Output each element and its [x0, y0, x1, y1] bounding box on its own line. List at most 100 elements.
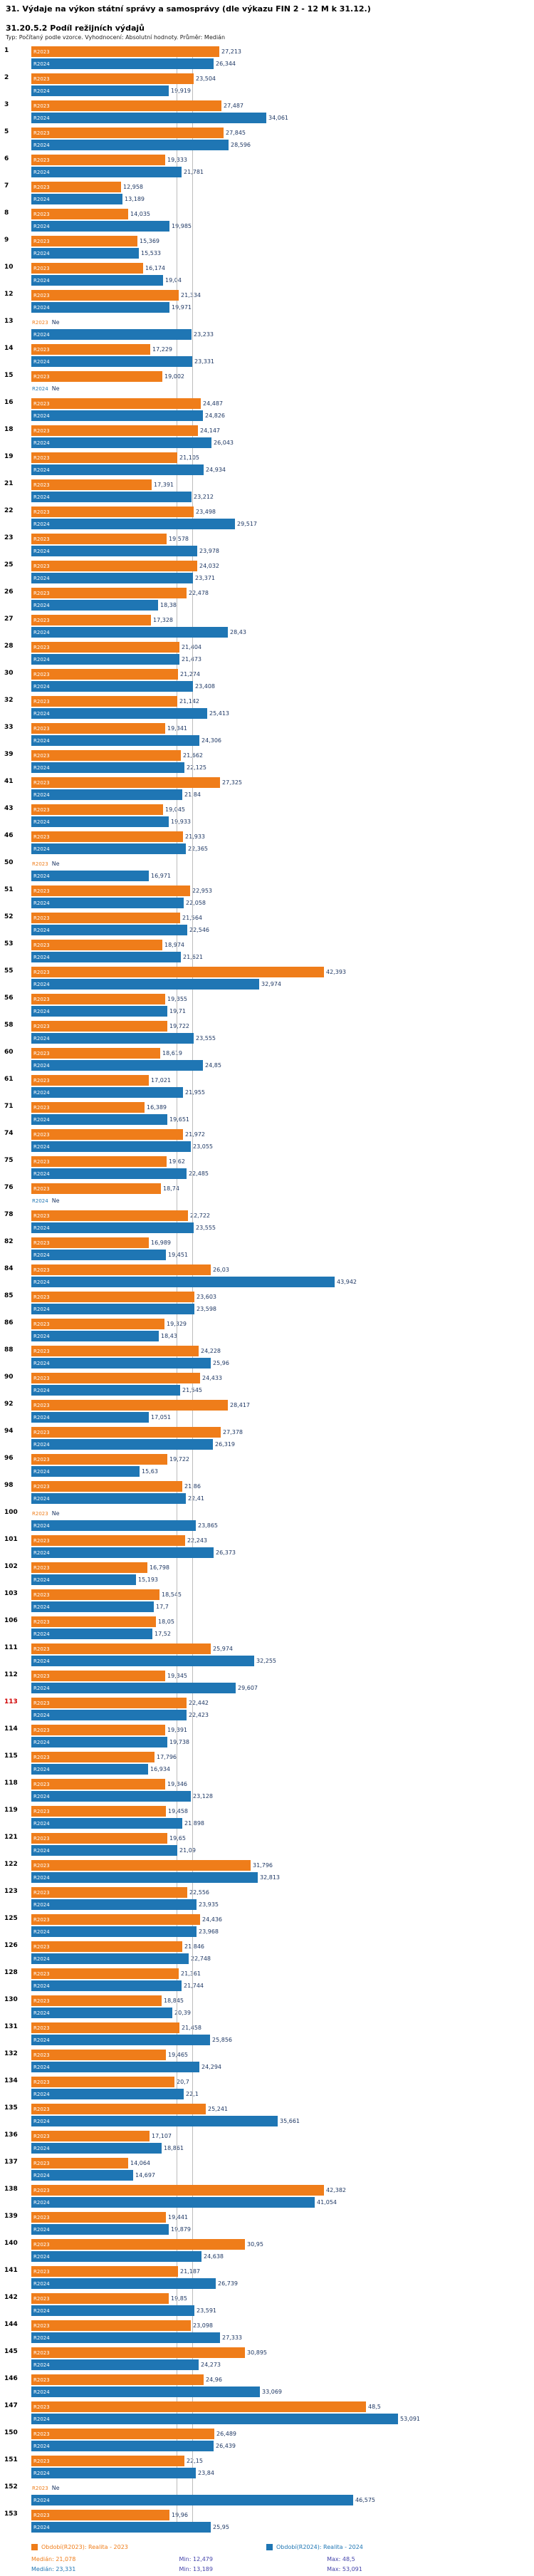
bar-r2023-row-26[interactable]: R2023 — [31, 588, 187, 598]
bar-r2023-row-142[interactable]: R2023 — [31, 2293, 169, 2304]
bar-r2024-row-75[interactable]: R2024 — [31, 1168, 187, 1179]
bar-r2023-row-16[interactable]: R2023 — [31, 398, 201, 409]
bar-r2024-row-114[interactable]: R2024 — [31, 1737, 167, 1747]
bar-r2023-row-94[interactable]: R2023 — [31, 1427, 221, 1438]
bar-r2024-row-140[interactable]: R2024 — [31, 2251, 201, 2262]
bar-r2024-row-23[interactable]: R2024 — [31, 546, 197, 556]
bar-r2024-row-53[interactable]: R2024 — [31, 952, 181, 962]
bar-r2024-row-102[interactable]: R2024 — [31, 1574, 136, 1585]
bar-r2023-row-106[interactable]: R2023 — [31, 1616, 156, 1627]
bar-r2023-row-96[interactable]: R2023 — [31, 1454, 167, 1465]
bar-r2023-row-46[interactable]: R2023 — [31, 831, 183, 842]
bar-r2024-row-25[interactable]: R2024 — [31, 573, 193, 583]
bar-r2024-row-137[interactable]: R2024 — [31, 2170, 133, 2181]
bar-r2024-row-58[interactable]: R2024 — [31, 1033, 194, 1044]
bar-r2024-row-7[interactable]: R2024 — [31, 194, 122, 204]
bar-r2023-row-7[interactable]: R2023 — [31, 182, 121, 192]
bar-r2023-row-76[interactable]: R2023 — [31, 1183, 161, 1194]
bar-r2024-row-147[interactable]: R2024 — [31, 2414, 398, 2424]
bar-r2023-row-58[interactable]: R2023 — [31, 1021, 167, 1032]
bar-r2024-row-145[interactable]: R2024 — [31, 2359, 199, 2370]
bar-r2023-row-119[interactable]: R2023 — [31, 1806, 166, 1817]
bar-r2023-row-28[interactable]: R2023 — [31, 642, 179, 653]
bar-r2024-row-138[interactable]: R2024 — [31, 2197, 315, 2208]
bar-r2024-row-142[interactable]: R2024 — [31, 2305, 194, 2316]
bar-r2023-row-39[interactable]: R2023 — [31, 750, 181, 761]
bar-r2023-row-61[interactable]: R2023 — [31, 1075, 149, 1086]
bar-r2024-row-113[interactable]: R2024 — [31, 1710, 187, 1720]
bar-r2024-row-50[interactable]: R2024 — [31, 871, 149, 881]
bar-r2023-row-134[interactable]: R2023 — [31, 2077, 174, 2087]
bar-r2024-row-119[interactable]: R2024 — [31, 1818, 182, 1829]
bar-r2023-row-153[interactable]: R2023 — [31, 2510, 169, 2520]
bar-r2024-row-21[interactable]: R2024 — [31, 492, 192, 502]
bar-r2024-row-55[interactable]: R2024 — [31, 979, 259, 990]
bar-r2024-row-60[interactable]: R2024 — [31, 1060, 203, 1071]
bar-r2023-row-55[interactable]: R2023 — [31, 967, 324, 977]
bar-r2023-row-146[interactable]: R2023 — [31, 2374, 204, 2385]
bar-r2023-row-75[interactable]: R2023 — [31, 1156, 167, 1167]
bar-r2024-row-18[interactable]: R2024 — [31, 437, 211, 448]
bar-r2023-row-18[interactable]: R2023 — [31, 425, 198, 436]
bar-r2024-row-128[interactable]: R2024 — [31, 1980, 182, 1991]
bar-r2024-row-88[interactable]: R2024 — [31, 1358, 211, 1368]
bar-r2023-row-5[interactable]: R2023 — [31, 128, 224, 138]
bar-r2024-row-132[interactable]: R2024 — [31, 2062, 199, 2072]
bar-r2023-row-122[interactable]: R2023 — [31, 1860, 251, 1871]
bar-r2023-row-1[interactable]: R2023 — [31, 46, 219, 57]
bar-r2024-row-43[interactable]: R2024 — [31, 816, 169, 827]
bar-r2024-row-152[interactable]: R2024 — [31, 2495, 353, 2505]
bar-r2024-row-130[interactable]: R2024 — [31, 2008, 172, 2018]
bar-r2024-row-61[interactable]: R2024 — [31, 1087, 183, 1098]
bar-r2024-row-16[interactable]: R2024 — [31, 410, 203, 421]
bar-r2023-row-114[interactable]: R2023 — [31, 1725, 165, 1735]
bar-r2024-row-2[interactable]: R2024 — [31, 85, 169, 96]
bar-r2023-row-85[interactable]: R2023 — [31, 1292, 194, 1302]
bar-r2024-row-27[interactable]: R2024 — [31, 627, 228, 638]
bar-r2024-row-115[interactable]: R2024 — [31, 1764, 148, 1775]
bar-r2023-row-32[interactable]: R2023 — [31, 696, 177, 707]
bar-r2024-row-85[interactable]: R2024 — [31, 1304, 194, 1314]
bar-r2023-row-2[interactable]: R2023 — [31, 73, 194, 84]
bar-r2024-row-13[interactable]: R2024 — [31, 329, 192, 340]
bar-r2024-row-94[interactable]: R2024 — [31, 1439, 213, 1450]
bar-r2023-row-144[interactable]: R2023 — [31, 2320, 191, 2331]
bar-r2023-row-27[interactable]: R2023 — [31, 615, 151, 625]
bar-r2024-row-39[interactable]: R2024 — [31, 762, 184, 773]
bar-r2024-row-118[interactable]: R2024 — [31, 1791, 191, 1802]
bar-r2023-row-131[interactable]: R2023 — [31, 2022, 179, 2033]
bar-r2023-row-74[interactable]: R2023 — [31, 1129, 183, 1140]
bar-r2023-row-102[interactable]: R2023 — [31, 1562, 147, 1573]
bar-r2024-row-101[interactable]: R2024 — [31, 1547, 214, 1558]
bar-r2024-row-90[interactable]: R2024 — [31, 1385, 180, 1396]
bar-r2024-row-14[interactable]: R2024 — [31, 356, 192, 367]
bar-r2023-row-138[interactable]: R2023 — [31, 2185, 324, 2196]
bar-r2024-row-6[interactable]: R2024 — [31, 167, 182, 177]
bar-r2023-row-78[interactable]: R2023 — [31, 1210, 188, 1221]
bar-r2023-row-3[interactable]: R2023 — [31, 100, 221, 111]
bar-r2023-row-90[interactable]: R2023 — [31, 1373, 200, 1383]
bar-r2024-row-10[interactable]: R2024 — [31, 275, 163, 286]
bar-r2024-row-22[interactable]: R2024 — [31, 519, 235, 529]
bar-r2023-row-21[interactable]: R2023 — [31, 479, 152, 490]
bar-r2024-row-134[interactable]: R2024 — [31, 2089, 184, 2099]
bar-r2023-row-71[interactable]: R2023 — [31, 1102, 145, 1113]
bar-r2024-row-74[interactable]: R2024 — [31, 1141, 191, 1152]
bar-r2024-row-41[interactable]: R2024 — [31, 789, 182, 800]
bar-r2024-row-98[interactable]: R2024 — [31, 1493, 186, 1504]
bar-r2024-row-84[interactable]: R2024 — [31, 1277, 335, 1287]
bar-r2023-row-51[interactable]: R2023 — [31, 886, 190, 896]
bar-r2024-row-9[interactable]: R2024 — [31, 248, 139, 259]
bar-r2023-row-121[interactable]: R2023 — [31, 1833, 167, 1844]
bar-r2023-row-98[interactable]: R2023 — [31, 1481, 182, 1492]
bar-r2023-row-56[interactable]: R2023 — [31, 994, 165, 1004]
bar-r2024-row-136[interactable]: R2024 — [31, 2143, 162, 2154]
bar-r2024-row-153[interactable]: R2024 — [31, 2522, 211, 2533]
bar-r2023-row-145[interactable]: R2023 — [31, 2347, 245, 2358]
bar-r2024-row-3[interactable]: R2024 — [31, 113, 266, 123]
bar-r2023-row-19[interactable]: R2023 — [31, 452, 177, 463]
bar-r2023-row-60[interactable]: R2023 — [31, 1048, 160, 1059]
bar-r2023-row-82[interactable]: R2023 — [31, 1237, 149, 1248]
bar-r2023-row-136[interactable]: R2023 — [31, 2131, 150, 2141]
bar-r2023-row-52[interactable]: R2023 — [31, 913, 180, 923]
